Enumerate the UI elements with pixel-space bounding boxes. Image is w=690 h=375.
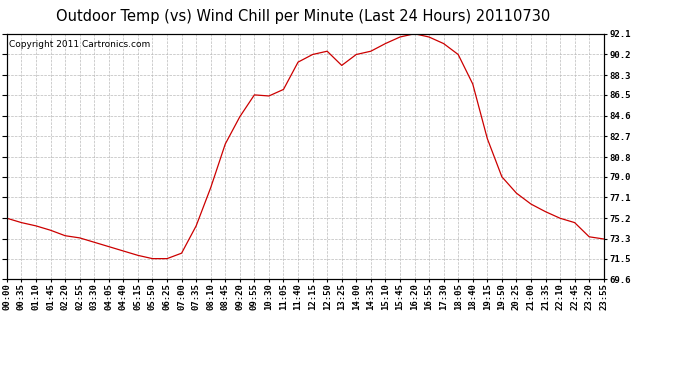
- Text: Copyright 2011 Cartronics.com: Copyright 2011 Cartronics.com: [9, 40, 150, 49]
- Text: Outdoor Temp (vs) Wind Chill per Minute (Last 24 Hours) 20110730: Outdoor Temp (vs) Wind Chill per Minute …: [57, 9, 551, 24]
